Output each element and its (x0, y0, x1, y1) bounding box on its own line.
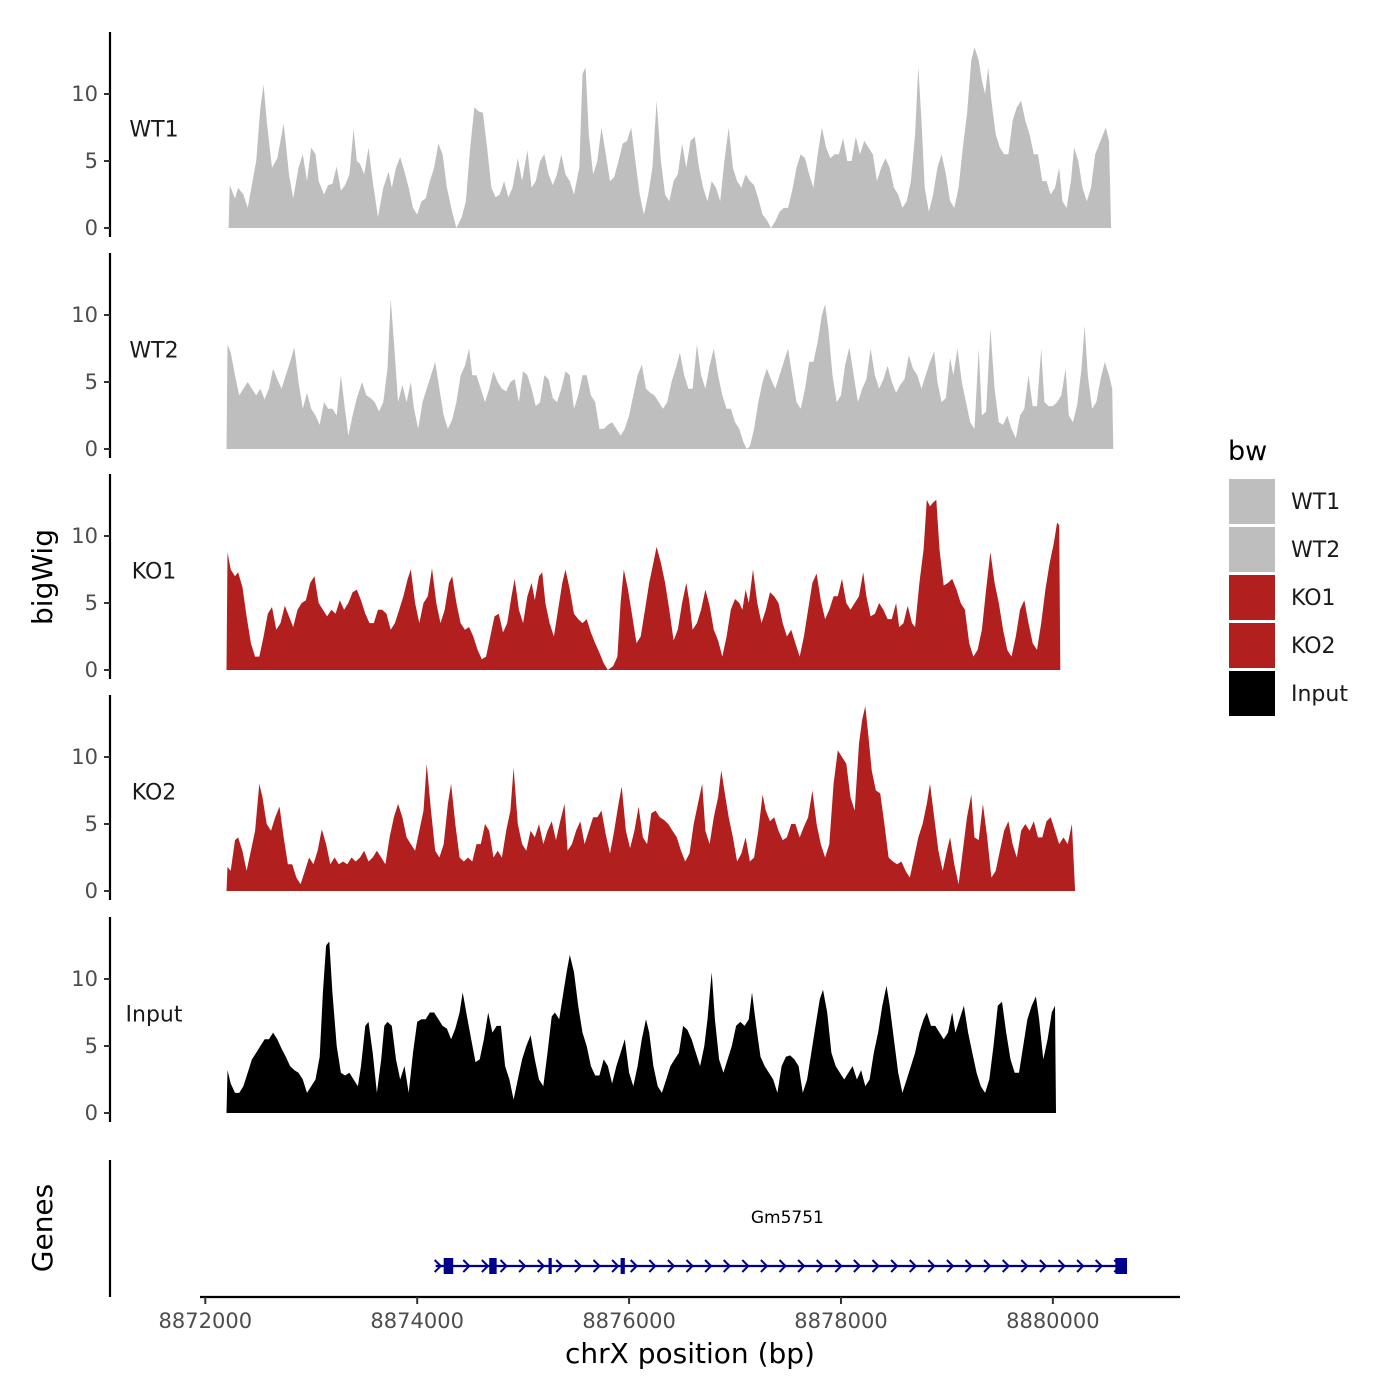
y-tick-label: 5 (85, 812, 98, 836)
area-wt2 (226, 298, 1114, 449)
track-label-input: Input (126, 1003, 183, 1028)
track-label-ko2: KO2 (132, 781, 177, 806)
bigwig-tracks: 0 5 10 WT1 0 5 10 WT2 0 5 10 KO1 0 5 10 KO2 0 5 10 Input (71, 32, 1114, 1125)
legend-swatch-ko2 (1229, 623, 1275, 668)
gene-exon (443, 1258, 454, 1274)
legend-label-wt1: WT1 (1291, 490, 1340, 515)
strand-arrow (890, 1259, 899, 1273)
y-tick-label: 10 (71, 82, 98, 106)
gene-exon (1115, 1258, 1128, 1274)
y-tick-label: 0 (85, 879, 98, 903)
gene-exon (548, 1258, 552, 1274)
y-tick-label: 5 (85, 370, 98, 394)
strand-arrow (574, 1259, 583, 1273)
track-label-ko1: KO1 (132, 560, 177, 585)
genes-track: Gm5751 (108, 1160, 1128, 1297)
x-tick-label: 8878000 (794, 1309, 888, 1333)
strand-arrow (797, 1259, 806, 1273)
area-ko2 (226, 706, 1076, 891)
strand-arrow (629, 1259, 639, 1273)
strand-arrow (722, 1259, 732, 1273)
strand-arrow (433, 1259, 443, 1273)
y-tick-label: 0 (85, 216, 98, 240)
strand-arrow (536, 1259, 546, 1273)
strand-arrow (685, 1259, 694, 1273)
strand-arrow (908, 1259, 918, 1273)
strand-arrow (1001, 1259, 1011, 1273)
legend-swatch-input (1229, 671, 1275, 716)
legend-swatch-ko1 (1229, 575, 1275, 620)
track-ko2: 0 5 10 KO2 (71, 695, 1076, 903)
track-label-wt1: WT1 (129, 118, 178, 143)
strand-arrow (1020, 1259, 1029, 1273)
track-wt2: 0 5 10 WT2 (71, 253, 1114, 461)
strand-arrow (1076, 1259, 1085, 1273)
y-tick-label: 10 (71, 524, 98, 548)
track-ko1: 0 5 10 KO1 (71, 474, 1061, 682)
strand-arrow (927, 1259, 936, 1273)
strand-arrow (462, 1259, 471, 1273)
strand-arrow (871, 1259, 880, 1273)
strand-arrow (592, 1259, 601, 1273)
y-axis-title: bigWig (26, 529, 59, 625)
strand-arrow (946, 1259, 955, 1273)
strand-arrow (611, 1259, 620, 1273)
track-input: 0 5 10 Input (71, 917, 1056, 1125)
area-wt1 (228, 47, 1112, 228)
legend: bw WT1 WT2 KO1 KO2 Input (1228, 436, 1348, 716)
x-axis-title: chrX position (bp) (565, 1337, 815, 1370)
x-tick-label: 8872000 (159, 1309, 253, 1333)
x-tick-label: 8874000 (370, 1309, 464, 1333)
legend-title: bw (1228, 436, 1267, 467)
y-tick-label: 10 (71, 967, 98, 991)
strand-arrow (555, 1259, 564, 1273)
track-wt1: 0 5 10 WT1 (71, 32, 1112, 240)
gene-exon (489, 1258, 497, 1274)
y-tick-label: 0 (85, 658, 98, 682)
gene-exon (620, 1258, 625, 1274)
gene-label: Gm5751 (751, 1208, 824, 1228)
y-tick-label: 5 (85, 149, 98, 173)
strand-arrow (853, 1259, 862, 1273)
strand-arrow (481, 1259, 490, 1273)
strand-arrow (964, 1259, 973, 1273)
area-ko1 (226, 499, 1061, 670)
strand-arrow (760, 1259, 769, 1273)
x-tick-label: 8880000 (1006, 1309, 1100, 1333)
genes-axis-title: Genes (26, 1184, 59, 1272)
strand-arrow (778, 1259, 787, 1273)
area-input (226, 941, 1056, 1113)
strand-arrow (834, 1259, 843, 1273)
x-axis: 8872000 8874000 8876000 8878000 8880000 (159, 1295, 1180, 1333)
strand-arrow (499, 1259, 508, 1273)
x-tick-label: 8876000 (582, 1309, 676, 1333)
legend-label-ko1: KO1 (1291, 586, 1336, 611)
strand-arrow (1057, 1259, 1066, 1273)
legend-swatch-wt1 (1229, 479, 1275, 524)
y-tick-label: 5 (85, 591, 98, 615)
legend-label-wt2: WT2 (1291, 538, 1340, 563)
y-tick-label: 10 (71, 745, 98, 769)
y-tick-label: 0 (85, 437, 98, 461)
y-tick-label: 0 (85, 1101, 98, 1125)
track-label-wt2: WT2 (129, 339, 178, 364)
legend-label-input: Input (1291, 682, 1348, 707)
legend-swatch-wt2 (1229, 527, 1275, 572)
strand-arrow (1094, 1259, 1104, 1273)
strand-arrow (1039, 1259, 1048, 1273)
strand-arrow (648, 1259, 657, 1273)
strand-arrow (741, 1259, 750, 1273)
strand-arrow (815, 1259, 825, 1273)
strand-arrow (704, 1259, 713, 1273)
y-tick-label: 10 (71, 303, 98, 327)
legend-label-ko2: KO2 (1291, 634, 1336, 659)
strand-arrow (518, 1259, 527, 1273)
strand-arrow (983, 1259, 992, 1273)
strand-arrow (667, 1259, 676, 1273)
y-tick-label: 5 (85, 1034, 98, 1058)
